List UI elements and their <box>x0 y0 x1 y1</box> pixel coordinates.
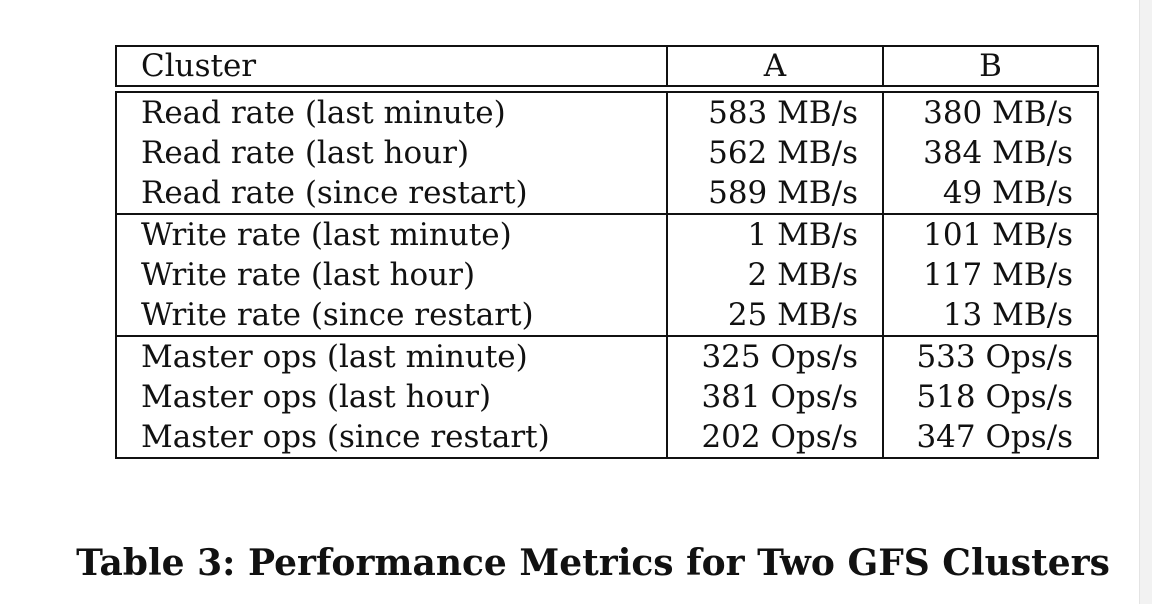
cell-a: 583 MB/s <box>668 91 884 133</box>
cell-a: 2 MB/s <box>668 255 884 295</box>
cell-a: 25 MB/s <box>668 295 884 335</box>
cell-a: 589 MB/s <box>668 173 884 213</box>
row-label: Master ops (last minute) <box>115 335 668 377</box>
cell-b: 347 Ops/s <box>884 417 1099 459</box>
table-row: Read rate (since restart) 589 MB/s 49 MB… <box>115 173 1099 213</box>
row-label: Read rate (last minute) <box>115 91 668 133</box>
cell-b: 384 MB/s <box>884 133 1099 173</box>
cell-a: 381 Ops/s <box>668 377 884 417</box>
table-row: Write rate (last minute) 1 MB/s 101 MB/s <box>115 213 1099 255</box>
table-row: Read rate (last minute) 583 MB/s 380 MB/… <box>115 91 1099 133</box>
table-row: Write rate (since restart) 25 MB/s 13 MB… <box>115 295 1099 335</box>
cell-a: 325 Ops/s <box>668 335 884 377</box>
row-label: Read rate (since restart) <box>115 173 668 213</box>
row-label: Write rate (last hour) <box>115 255 668 295</box>
cell-b: 518 Ops/s <box>884 377 1099 417</box>
cell-a: 562 MB/s <box>668 133 884 173</box>
row-label: Master ops (last hour) <box>115 377 668 417</box>
row-label: Read rate (last hour) <box>115 133 668 173</box>
cell-b: 380 MB/s <box>884 91 1099 133</box>
table-caption: Table 3: Performance Metrics for Two GFS… <box>76 542 1110 584</box>
row-label: Write rate (last minute) <box>115 213 668 255</box>
performance-metrics-table: Cluster A B Read rate (last minute) 583 … <box>115 45 1099 459</box>
page-edge-scrollbar <box>1139 0 1152 604</box>
header-cell-a: A <box>668 45 884 87</box>
cell-b: 533 Ops/s <box>884 335 1099 377</box>
cell-a: 1 MB/s <box>668 213 884 255</box>
cell-b: 101 MB/s <box>884 213 1099 255</box>
table-header-row: Cluster A B <box>115 45 1099 87</box>
cell-b: 49 MB/s <box>884 173 1099 213</box>
cell-a: 202 Ops/s <box>668 417 884 459</box>
row-label: Master ops (since restart) <box>115 417 668 459</box>
row-label: Write rate (since restart) <box>115 295 668 335</box>
table-row: Master ops (last hour) 381 Ops/s 518 Ops… <box>115 377 1099 417</box>
table-row: Master ops (since restart) 202 Ops/s 347… <box>115 417 1099 459</box>
table-row: Read rate (last hour) 562 MB/s 384 MB/s <box>115 133 1099 173</box>
header-cell-b: B <box>884 45 1099 87</box>
cell-b: 117 MB/s <box>884 255 1099 295</box>
table-row: Master ops (last minute) 325 Ops/s 533 O… <box>115 335 1099 377</box>
metrics-table-wrapper: Cluster A B Read rate (last minute) 583 … <box>115 45 1099 459</box>
cell-b: 13 MB/s <box>884 295 1099 335</box>
header-cell-cluster: Cluster <box>115 45 668 87</box>
table-row: Write rate (last hour) 2 MB/s 117 MB/s <box>115 255 1099 295</box>
